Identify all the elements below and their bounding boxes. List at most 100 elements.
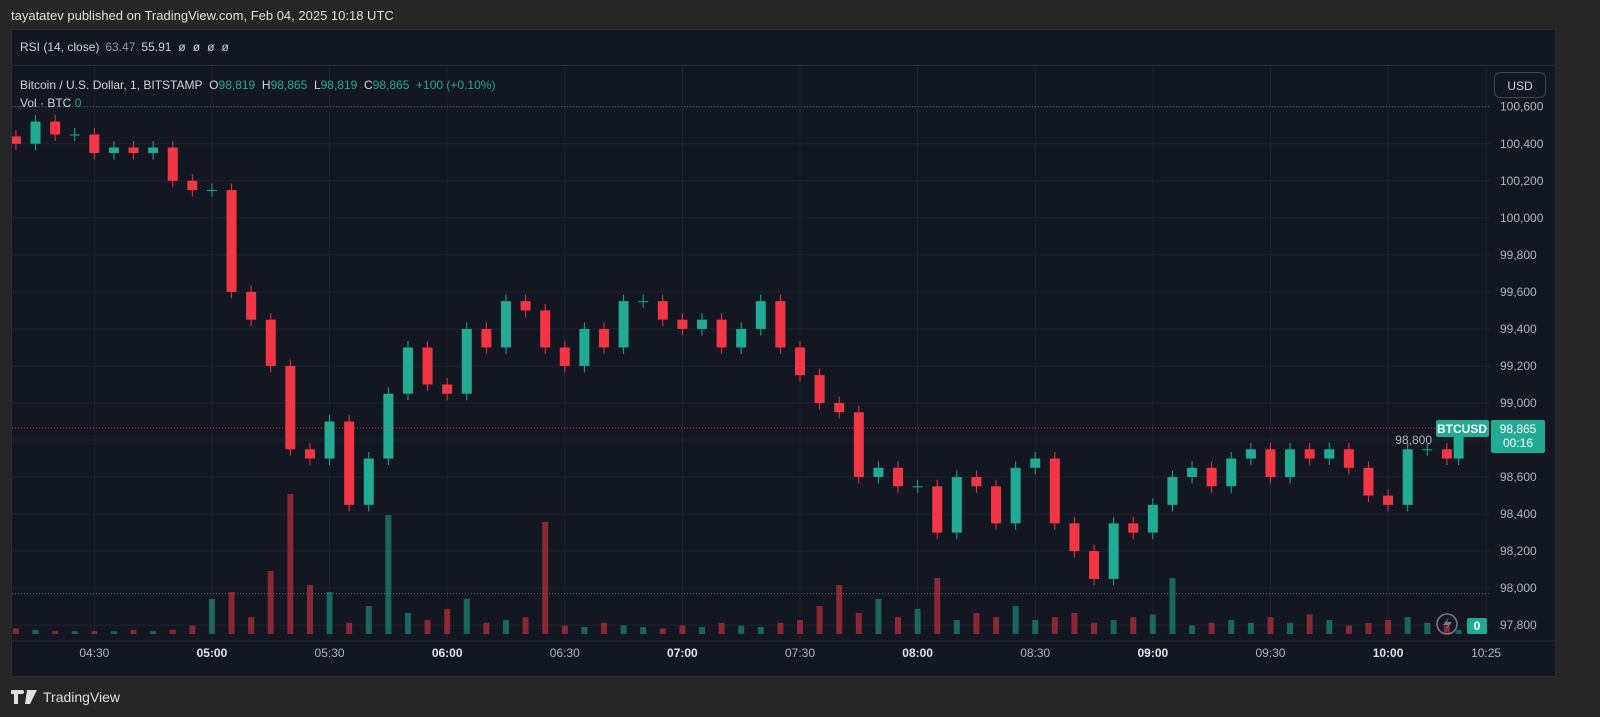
volume-bar <box>757 627 764 634</box>
candle-body <box>128 147 139 154</box>
currency-button[interactable]: USD <box>1494 72 1546 98</box>
volume-bar <box>1169 578 1176 634</box>
volume-bar <box>1051 617 1058 634</box>
volume-bar <box>1287 622 1294 634</box>
volume-bar <box>130 629 137 634</box>
candle-body <box>50 121 61 135</box>
last-price-tag <box>1491 419 1545 453</box>
candle-body <box>344 421 355 505</box>
countdown-text: 00:16 <box>1503 436 1533 450</box>
volume-bar <box>855 613 862 634</box>
candle-body <box>1383 495 1394 505</box>
y-tick-label: 99,200 <box>1500 359 1537 373</box>
candle-body <box>1363 467 1374 496</box>
lightning-icon[interactable] <box>1436 613 1458 635</box>
low-value: 98,819 <box>320 78 358 92</box>
candle-body <box>1206 467 1217 487</box>
x-tick-label: 06:30 <box>550 646 580 660</box>
volume-bar <box>52 631 59 634</box>
candle-body <box>657 301 668 320</box>
volume-bar <box>816 606 823 634</box>
y-tick-label: 98,200 <box>1500 544 1537 558</box>
volume-bar <box>1149 614 1156 634</box>
candle-body <box>69 134 80 136</box>
chart-container[interactable]: 100,600 100,400 100,200 100,000 99,800 99,600… <box>11 29 1557 678</box>
close-value: 98,865 <box>372 78 410 92</box>
rsi-legend: RSI (14, close) 63.47 55.91 ø ø ø ø <box>12 30 1555 66</box>
candle-body <box>677 319 688 329</box>
volume-bar <box>91 631 98 634</box>
candle-body <box>991 486 1002 524</box>
volume-bar <box>1424 622 1431 634</box>
symbol-tag <box>1436 419 1489 437</box>
volume-bar <box>1306 614 1313 634</box>
candle-body <box>1304 449 1315 459</box>
volume-bar <box>32 629 39 634</box>
candle-body <box>402 347 413 394</box>
x-tick-label: 07:00 <box>667 646 698 660</box>
candle-body <box>814 375 825 403</box>
volume-bar <box>718 622 725 634</box>
candle-body <box>598 328 609 348</box>
volume-bar <box>953 620 960 634</box>
rsi-label: RSI (14, close) <box>20 40 100 54</box>
volume-bar <box>463 599 470 634</box>
volume-bar <box>738 625 745 634</box>
x-tick-label: 05:00 <box>197 646 228 660</box>
volume-bar <box>522 617 529 634</box>
candle-body <box>246 291 257 320</box>
rsi-null-4: ø <box>221 40 229 54</box>
volume-bar <box>542 522 549 634</box>
candle-body <box>89 134 100 154</box>
volume-bar <box>797 620 804 634</box>
rsi-value-2: 55.91 <box>141 40 172 54</box>
y-tick-label: 99,000 <box>1500 396 1537 410</box>
volume-bar <box>444 608 451 634</box>
volume-bar <box>973 613 980 634</box>
candle-body <box>1030 458 1041 468</box>
volume-bar <box>1130 617 1137 634</box>
volume-tag-text: 0 <box>1474 619 1481 633</box>
candle-body <box>108 147 119 154</box>
volume-value: 0 <box>74 96 82 110</box>
candle-body <box>893 467 904 487</box>
candle-body <box>1187 467 1198 478</box>
candle-body <box>638 301 649 303</box>
price-chart[interactable]: 100,600 100,400 100,200 100,000 99,800 99,600… <box>12 30 1557 678</box>
symbol-name: Bitcoin / U.S. Dollar, 1, BITSTAMP <box>20 78 203 92</box>
x-tick-label: 06:00 <box>432 646 463 660</box>
change-value: +100 (+0.10%) <box>416 78 496 92</box>
candle-body <box>1402 449 1413 505</box>
volume-bar <box>1012 606 1019 634</box>
volume-bar <box>483 622 490 634</box>
volume-bar <box>777 622 784 634</box>
volume-bar <box>1326 620 1333 634</box>
candle-body <box>951 477 962 533</box>
volume-label: Vol · BTC <box>20 96 72 110</box>
volume-bar <box>404 613 411 634</box>
candle-body <box>30 121 41 144</box>
candle-body <box>1167 477 1178 505</box>
y-tick-label: 98,600 <box>1500 470 1537 484</box>
candle-body <box>1128 523 1139 533</box>
volume-bar <box>1228 620 1235 634</box>
x-tick-label: 09:00 <box>1137 646 1168 660</box>
footer-brand: TradingView <box>11 677 120 717</box>
candle-body <box>167 147 178 181</box>
candle-body <box>540 310 551 348</box>
candle-body <box>461 328 472 394</box>
high-value: 98,865 <box>270 78 308 92</box>
lightning-icon-bolt <box>1443 617 1452 631</box>
volume-bar <box>914 608 921 634</box>
volume-bar <box>1071 613 1078 634</box>
candle-body <box>853 412 864 478</box>
y-tick-label: 98,000 <box>1500 581 1537 595</box>
candle-body <box>736 328 747 348</box>
volume-bar <box>895 617 902 634</box>
candle-body <box>206 190 217 192</box>
candle-body <box>618 301 629 348</box>
high-label: H <box>261 78 271 92</box>
rsi-null-1: ø <box>178 40 186 54</box>
x-tick-label: 08:00 <box>902 646 933 660</box>
candle-body <box>1108 523 1119 579</box>
